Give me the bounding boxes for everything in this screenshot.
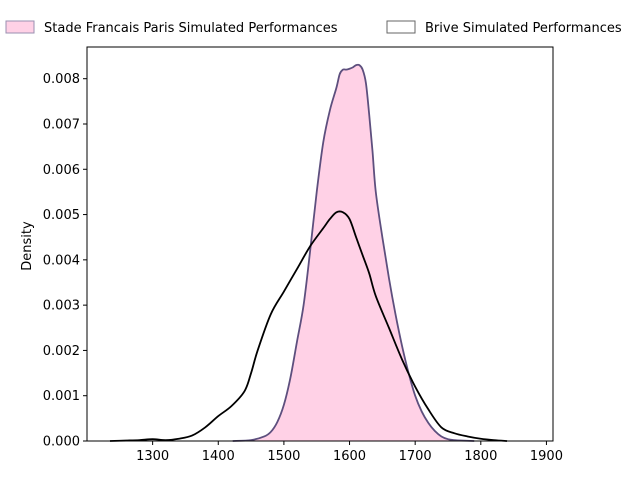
y-axis-label: Density <box>20 221 35 271</box>
legend-label-stade-francais: Stade Francais Paris Simulated Performan… <box>44 21 338 36</box>
series-line-stade-francais <box>232 63 475 442</box>
series-area-stade-francais <box>232 64 475 441</box>
x-tick-label: 1300 <box>136 449 169 464</box>
y-tick-label: 0.000 <box>43 435 80 450</box>
y-tick-label: 0.003 <box>43 299 80 314</box>
series-layer <box>109 63 508 442</box>
axes-layer: 1300 1400 1500 1600 1700 1800 1900 0.000 0.001 0.… <box>43 46 563 464</box>
x-tick-label: 1800 <box>464 449 497 464</box>
x-tick-label: 1900 <box>530 449 563 464</box>
legend-swatch-brive <box>386 20 416 34</box>
y-tick-label: 0.002 <box>43 344 80 359</box>
plot-frame <box>86 46 554 442</box>
y-tick-label: 0.005 <box>43 208 80 223</box>
y-tick-label: 0.001 <box>43 389 80 404</box>
legend-label-brive: Brive Simulated Performances <box>425 21 622 36</box>
x-tick-label: 1400 <box>202 449 235 464</box>
legend-swatch-stade-francais <box>5 20 35 34</box>
y-tick-label: 0.004 <box>43 253 80 268</box>
y-tick-label: 0.006 <box>43 163 80 178</box>
x-tick-label: 1500 <box>267 449 300 464</box>
legend: Stade Francais Paris Simulated Performan… <box>5 20 622 36</box>
x-tick-label: 1700 <box>399 449 432 464</box>
y-tick-label: 0.007 <box>43 117 80 132</box>
x-tick-label: 1600 <box>333 449 366 464</box>
series-line-brive <box>109 210 508 442</box>
y-tick-label: 0.008 <box>43 72 80 87</box>
